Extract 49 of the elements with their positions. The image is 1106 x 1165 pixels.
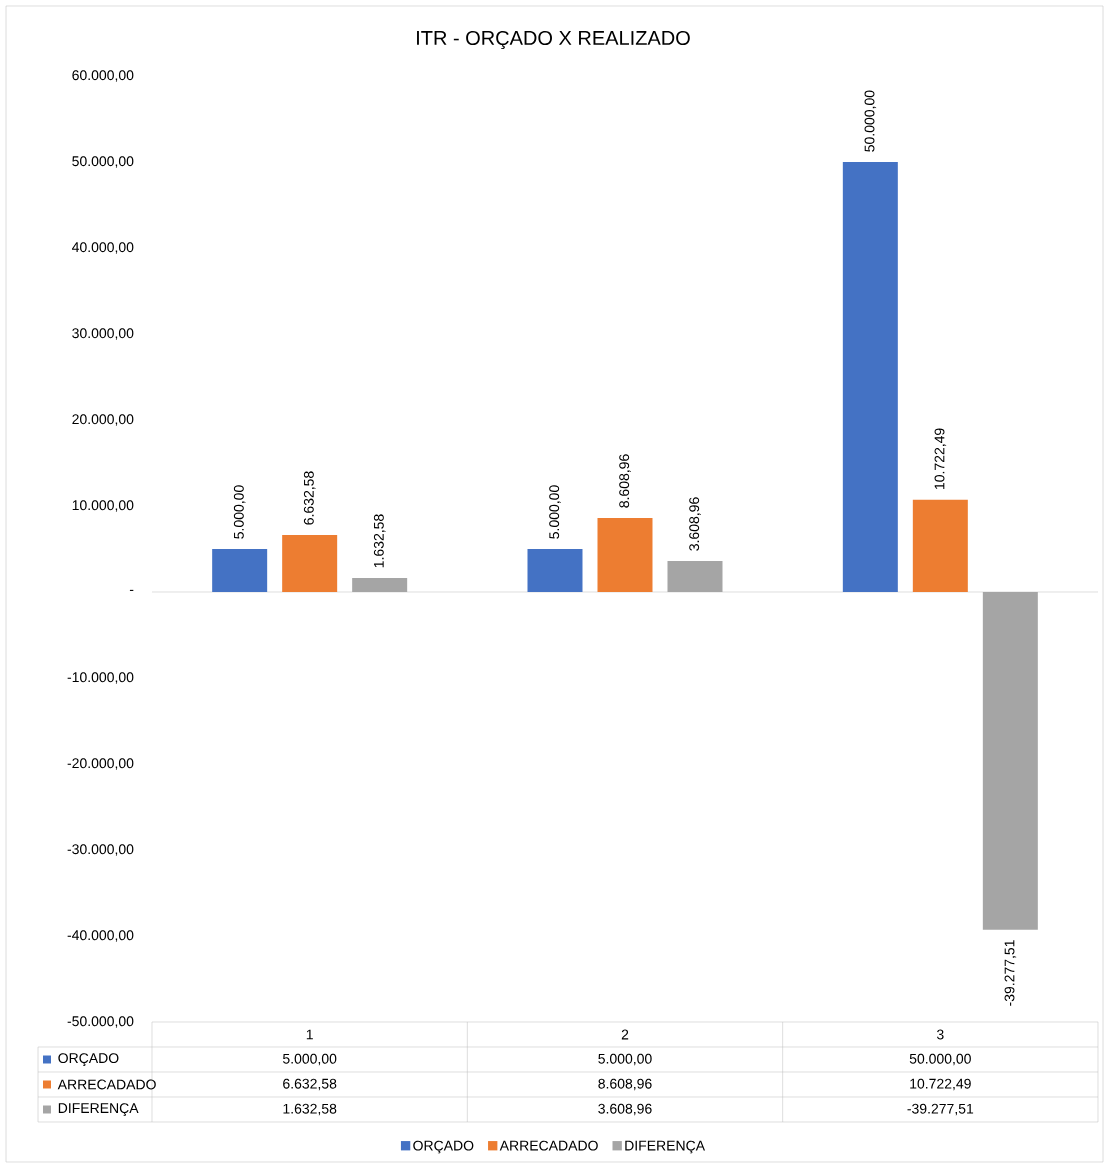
bar xyxy=(842,161,898,592)
text: 8.608,96 xyxy=(619,454,631,508)
text: -39.277,51 xyxy=(1004,940,1017,1006)
y-tick-label: 20.000,00 xyxy=(72,414,134,426)
text: ARRECADADO xyxy=(499,1140,598,1151)
text: 5.000,00 xyxy=(233,485,246,539)
text: DIFERENÇA xyxy=(58,1103,139,1116)
y-tick-label: 40.000,00 xyxy=(71,242,134,254)
data-label: 3.608,96 xyxy=(598,1103,652,1116)
data-label: 6.632,58 xyxy=(283,1078,337,1091)
data-label: 1.632,58 xyxy=(283,1103,337,1116)
data-label: 5.000,00 xyxy=(282,1053,337,1066)
data-label: 10.722,49 xyxy=(910,1078,971,1091)
x-tick-label: 1 xyxy=(306,1029,313,1040)
text: ORÇADO xyxy=(413,1140,474,1154)
y-tick-label: -10.000,00 xyxy=(67,672,134,684)
text: 5.000,00 xyxy=(549,485,561,539)
legend-label: ORÇADO xyxy=(58,1053,119,1066)
chart-title: ITR - ORÇADO X REALIZADO xyxy=(417,30,690,50)
bar xyxy=(667,560,723,592)
y-tick-label: - xyxy=(129,589,134,591)
y-tick-label: 50.000,00 xyxy=(72,156,134,168)
bar xyxy=(912,499,968,592)
bar xyxy=(282,534,338,592)
data-label: 8.608,96 xyxy=(598,1078,652,1091)
y-tick-label: 10.000,00 xyxy=(72,500,134,512)
bar xyxy=(527,548,583,592)
data-label: 5.000,00 xyxy=(598,1053,652,1066)
text: 10.722,49 xyxy=(934,428,947,489)
data-label: 50.000,00 xyxy=(909,1053,971,1066)
legend-label: ARRECADADO xyxy=(57,1079,156,1090)
y-tick-label: -40.000,00 xyxy=(67,930,134,942)
bar xyxy=(597,517,653,592)
text: 1.632,58 xyxy=(373,514,386,568)
y-tick-label: -30.000,00 xyxy=(67,844,134,856)
bar xyxy=(982,591,1038,930)
text: 50.000,00 xyxy=(864,90,877,152)
data-label: -39.277,51 xyxy=(907,1103,974,1116)
y-tick-label: 30.000,00 xyxy=(72,328,134,340)
text: 6.632,58 xyxy=(303,471,316,525)
bar xyxy=(212,548,268,592)
y-tick-label: -20.000,00 xyxy=(67,758,134,770)
y-tick-label: -50.000,00 xyxy=(67,1016,134,1028)
y-tick-label: 60.000,00 xyxy=(72,70,134,82)
x-tick-label: 3 xyxy=(936,1029,944,1040)
legend-label: DIFERENÇA xyxy=(625,1140,706,1154)
x-tick-label: 2 xyxy=(621,1029,629,1040)
bar xyxy=(352,577,408,592)
text: 3.608,96 xyxy=(689,497,701,551)
